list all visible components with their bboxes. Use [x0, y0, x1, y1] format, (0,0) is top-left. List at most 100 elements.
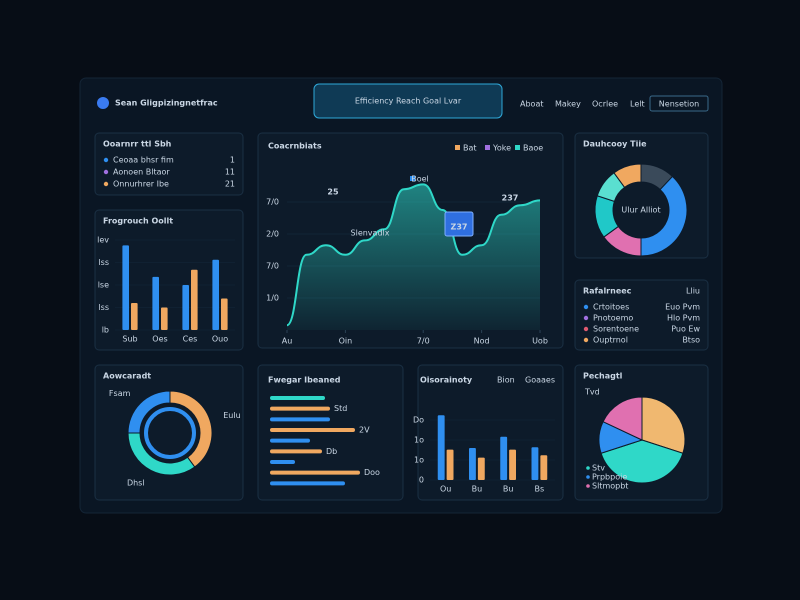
nav-item[interactable]: Ocrlee — [592, 100, 618, 109]
nav-item[interactable]: Aboat — [520, 100, 543, 109]
legend-swatch — [515, 145, 520, 150]
nav-button-label[interactable]: Nensetion — [659, 100, 699, 109]
list-label: Ouptrnol — [593, 336, 628, 345]
x-tick-label: Oes — [152, 335, 167, 344]
legend-label: Baoe — [523, 144, 543, 153]
bar — [469, 448, 476, 480]
legend-dot — [586, 484, 590, 488]
list-dot — [103, 169, 109, 175]
slice-label: Eulu — [223, 411, 240, 420]
bar — [270, 396, 325, 400]
list-note: Euo Pvm — [665, 303, 700, 312]
y-tick-label: Do — [413, 416, 424, 425]
legend-label: Stv — [592, 464, 605, 473]
legend-swatch — [485, 145, 490, 150]
chart-title: Oisorainoty — [420, 376, 473, 385]
nav-item[interactable]: Lelt — [630, 100, 645, 109]
line — [286, 183, 541, 327]
x-tick-label: Bu — [472, 485, 483, 494]
list-label: Crtoitoes — [593, 303, 629, 312]
x-tick-label: Uob — [532, 337, 548, 346]
cta-label[interactable]: Efficiency Reach Goal Lvar — [355, 97, 462, 106]
nav-item[interactable]: Makey — [555, 100, 581, 109]
list-label: Aonoen Bltaor — [113, 168, 170, 177]
slice-label: Dhsl — [127, 478, 145, 487]
bar — [270, 428, 355, 432]
inner-ring — [144, 407, 196, 459]
list-dot — [583, 315, 589, 321]
list-label: Sorentoene — [593, 325, 639, 334]
list-note: Btso — [682, 336, 700, 345]
y-tick-label: lb — [102, 326, 109, 335]
x-tick-label: Oin — [339, 337, 353, 346]
bar — [540, 455, 548, 480]
panel — [574, 279, 709, 351]
list-note: 1 — [230, 156, 235, 165]
y-tick-label: 1/0 — [266, 294, 279, 303]
x-tick-label: Sub — [122, 335, 137, 344]
legend-swatch — [455, 145, 460, 150]
bar-note: 2V — [359, 426, 370, 435]
x-tick-label: Nod — [474, 337, 490, 346]
slice — [602, 396, 643, 441]
y-tick-label: lss — [98, 303, 109, 312]
chart-title: Fwegar Ibeaned — [268, 376, 341, 385]
list-label: Onnurhrer Ibe — [113, 180, 169, 189]
y-tick-label: lss — [98, 258, 109, 267]
list-note: 11 — [225, 168, 235, 177]
panel — [94, 364, 244, 501]
bar — [477, 457, 485, 480]
chart-title: Coacrnbiats — [268, 142, 322, 151]
bar — [437, 415, 445, 480]
legend-dot — [586, 475, 590, 479]
chart-title: Aowcaradt — [103, 372, 151, 381]
list-dot — [103, 157, 109, 163]
nav-button[interactable] — [649, 95, 709, 112]
list-dot — [583, 326, 589, 332]
bar — [182, 285, 189, 330]
bar — [531, 447, 539, 480]
y-tick-label: 1o — [414, 456, 424, 465]
y-tick-label: 7/0 — [266, 198, 279, 207]
panel-note: Lliu — [686, 287, 700, 296]
legend-label: Bat — [463, 144, 477, 153]
area — [287, 184, 540, 330]
bar — [152, 276, 159, 330]
slice — [127, 390, 171, 434]
slice — [613, 163, 642, 189]
bar-note: Db — [326, 447, 337, 456]
slice — [600, 439, 684, 484]
slice-label: Fsam — [109, 389, 131, 398]
chart-title: Pechagtl — [583, 372, 623, 381]
bar — [509, 449, 516, 480]
legend-label: Yoke — [492, 144, 511, 153]
bar — [270, 417, 330, 422]
legend-label: Sltmopbt — [592, 482, 628, 491]
panel — [417, 364, 564, 501]
panel-title: Ooarnrr ttl Sbh — [103, 140, 172, 149]
bar — [191, 269, 198, 330]
legend-label: Tvd — [584, 388, 600, 397]
cta-button[interactable] — [313, 83, 503, 119]
annotation: 237 — [502, 194, 519, 203]
panel — [94, 132, 244, 196]
chart-title: Dauhcooy Tiie — [583, 140, 647, 149]
x-tick-label: Ces — [183, 335, 198, 344]
annotation: Z37 — [451, 223, 468, 232]
panel-title: Rafalrneec — [583, 287, 632, 296]
marker — [410, 176, 415, 181]
slice — [641, 396, 686, 454]
brand: Sean Gligpizingnetfrac — [115, 99, 218, 108]
logo — [97, 97, 109, 109]
legend-label: Prpbpoie — [592, 473, 627, 482]
list-label: Pnotoemo — [593, 314, 633, 323]
x-tick-label: Bs — [535, 485, 545, 494]
bar — [446, 449, 454, 480]
donut-center: Ulur Alliot — [621, 206, 660, 215]
annotation: 25 — [327, 188, 339, 197]
legend-label: Goaaes — [525, 376, 555, 385]
y-tick-label: 0 — [419, 476, 424, 485]
x-tick-label: Ou — [440, 485, 451, 494]
list-note: 21 — [225, 180, 235, 189]
